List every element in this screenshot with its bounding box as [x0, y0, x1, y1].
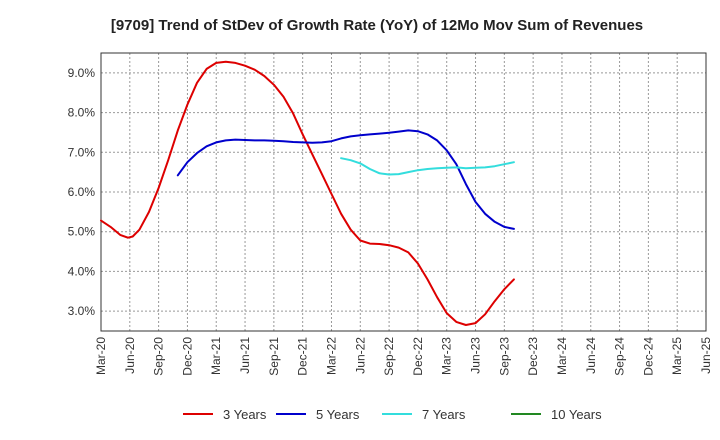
x-tick-label: Jun-23	[469, 337, 483, 374]
y-tick-label: 5.0%	[68, 225, 96, 239]
x-tick-label: Dec-23	[526, 337, 540, 376]
y-tick-label: 3.0%	[68, 304, 96, 318]
x-tick-label: Dec-24	[641, 337, 655, 376]
x-tick-label: Jun-21	[238, 337, 252, 374]
x-tick-label: Dec-21	[296, 337, 310, 376]
plot-area	[100, 52, 707, 332]
y-axis: 3.0% 4.0% 5.0% 6.0% 7.0% 8.0% 9.0%	[68, 66, 96, 318]
series-layer	[100, 60, 515, 326]
x-tick-label: Jun-24	[584, 337, 598, 374]
legend-label: 3 Years	[223, 407, 267, 422]
x-tick-label: Sep-23	[497, 337, 511, 376]
x-tick-label: Mar-25	[670, 337, 684, 375]
legend-label: 10 Years	[551, 407, 602, 422]
x-tick-label: Dec-20	[180, 337, 194, 376]
x-tick-label: Mar-23	[440, 337, 454, 375]
series-line-2	[340, 157, 515, 176]
x-tick-label: Dec-22	[411, 337, 425, 376]
x-tick-label: Mar-20	[94, 337, 108, 375]
x-tick-label: Sep-21	[267, 337, 281, 376]
x-tick-label: Mar-21	[209, 337, 223, 375]
series-line-0	[100, 60, 515, 326]
legend: 3 Years 5 Years 7 Years 10 Years	[183, 407, 602, 422]
x-tick-label: Mar-22	[324, 337, 338, 375]
grid	[100, 53, 707, 331]
y-tick-label: 9.0%	[68, 66, 96, 80]
x-tick-label: Sep-22	[382, 337, 396, 376]
y-tick-label: 7.0%	[68, 145, 96, 159]
y-tick-label: 8.0%	[68, 106, 96, 120]
x-tick-label: Jun-22	[353, 337, 367, 374]
legend-label: 7 Years	[422, 407, 466, 422]
chart-title: [9709] Trend of StDev of Growth Rate (Yo…	[111, 17, 643, 34]
x-tick-label: Mar-24	[555, 337, 569, 375]
y-tick-label: 4.0%	[68, 264, 96, 278]
y-tick-label: 6.0%	[68, 185, 96, 199]
x-tick-label: Jun-20	[123, 337, 137, 374]
x-tick-label: Jun-25	[699, 337, 713, 374]
x-tick-label: Sep-20	[152, 337, 166, 376]
x-tick-label: Sep-24	[613, 337, 627, 376]
x-axis: Mar-20 Jun-20 Sep-20 Dec-20 Mar-21 Jun-21 Sep-…	[94, 337, 713, 376]
series-line-1	[176, 129, 515, 230]
legend-label: 5 Years	[316, 407, 360, 422]
